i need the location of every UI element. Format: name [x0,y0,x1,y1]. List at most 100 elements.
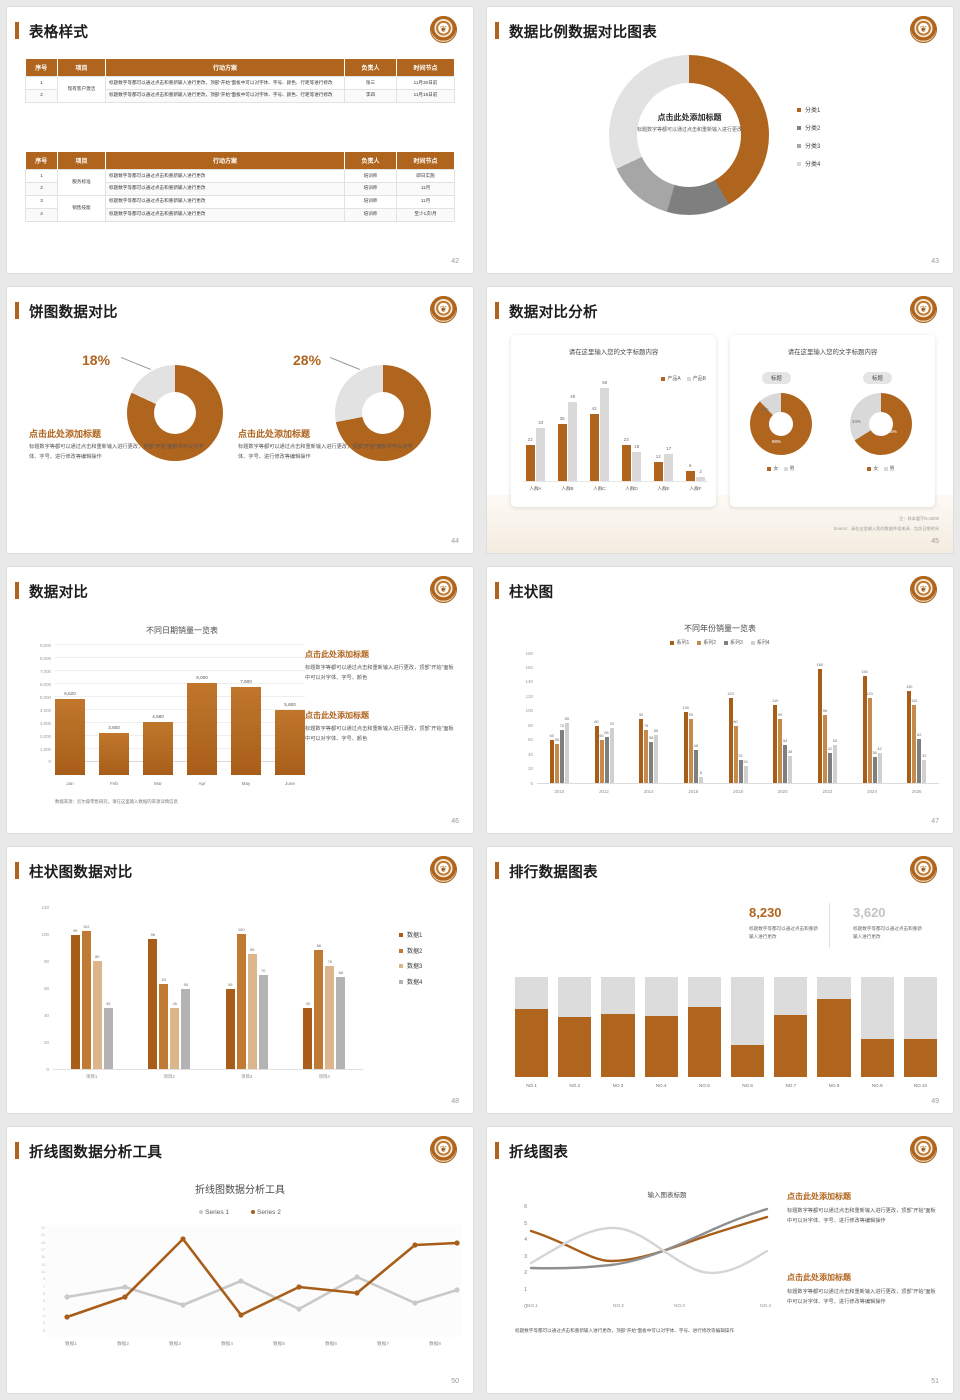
legend-label: 女 [773,466,779,472]
side-body-2: 标题数字等都可以通过点击和重新输入进行更改，顶部“开始”面板中可以对字体、字号、… [787,1289,936,1305]
chart-legend: 系列1 系列2 系列3 系列4 [487,639,953,646]
donut-center-label: 点击此处添加标题 标题数字等都可以通过点击和重新输入进行更改 [637,112,742,134]
page-number: 49 [931,1098,939,1105]
bar-value: 49 [570,394,576,400]
action-table-1[interactable]: 序号 项目 行动方案 负责人 时间节点 1 现有客户激活 标题数字等都可以通过点… [25,59,455,103]
x-tick-label: 人群F [689,486,702,491]
bar-group: 45 88 76 68 项目4 [286,907,364,1079]
donut-left-main-value: 88% [772,439,781,444]
bar-apr: 8,000 Apr [187,675,217,786]
legend-label: 数据3 [407,964,423,971]
table-row[interactable]: 3 销售技能 标题数字等都可以通过点击和重新输入进行更改 培训师 11月 [25,194,455,222]
legend-item: 数据1 [399,929,422,945]
bar-group: 130 110 62 32 2026 [905,683,927,794]
page-number: 50 [451,1378,459,1385]
table-row[interactable]: 1 现有客户激活 标题数字等都可以通过点击和重新输入进行更改，顶部“开始”面板中… [25,76,455,103]
legend-item: 分类2 [797,123,820,132]
line-plot [45,1225,461,1337]
legend-item: 产品B [686,375,706,382]
bar-group: 35 49 人群B [555,385,580,491]
legend-item: 系列4 [750,639,770,646]
col-header-owner: 负责人 [344,59,397,77]
slide-data-compare[interactable]: 数据对比 不同日期销量一览表 0 1,000 2,000 3,000 4,000… [7,567,473,833]
plot-grid [55,644,305,762]
rank-column: NO.4 [644,977,678,1088]
action-table-2[interactable]: 序号 项目 行动方案 负责人 时间节点 1 服务标准 标题数字等都可以通过点击和… [25,152,455,222]
page-number: 46 [451,818,459,825]
slide-ranking-chart[interactable]: 排行数据图表 8,230 标题数字等都可以通过点击和重新输入进行更改 3,620… [487,847,953,1113]
y-axis: 0 1,000 2,000 3,000 4,000 5,000 6,000 7,… [40,643,51,764]
cell-time: 11月 [396,194,455,209]
bar-group: 160 96 42 53 2022 [816,662,838,794]
bar-value: 22 [527,437,533,443]
table-row[interactable]: 2 标题数字等都可以通过点击和重新输入进行更改，顶部“开始”面板中可以对字体、字… [25,88,455,103]
bar-chart-card[interactable]: 请在这里输入您的文字标题内容 产品A 产品B 22 33 人群A 35 49 人… [511,335,716,507]
bar-product-a: 12 [653,454,663,481]
cell-no: 4 [25,207,58,222]
bar-product-a: 42 [589,406,599,481]
legend-item: 女 [867,465,879,472]
bar-value: 12 [655,453,661,459]
cell-action: 标题数字等都可以通过点击和重新输入进行更改 [105,181,345,196]
bar-jan: 6,620 Jan [55,691,85,786]
donut-left [750,393,812,455]
cell-no: 1 [25,76,58,90]
bar-mar: 4,580 Mar [143,714,173,786]
bar-legend: 产品A 产品B [661,375,706,382]
cell-action: 标题数字等都可以通过点击和重新输入进行更改 [105,169,345,183]
slide-data-compare-analysis[interactable]: 数据对比分析 请在这里输入您的文字标题内容 产品A 产品B 22 33 人群A … [487,287,953,553]
chart-legend: Series 1 Series 2 [7,1209,473,1216]
stat-value-1: 8,230 [749,905,782,920]
legend-item: 分类1 [797,105,820,114]
page-title: 数据对比分析 [509,305,598,321]
legend-item: 分类4 [797,159,820,168]
card-title-left: 请在这里输入您的文字标题内容 [568,349,659,356]
slide-ratio-donut[interactable]: 数据比例数据对比图表 点击此处添加标题 标题数字等都可以通过点击和重新输入进行更… [487,7,953,273]
col-header-no: 序号 [25,152,58,170]
page-number: 42 [451,258,459,265]
bar-group: 12 17 人群E [651,385,676,491]
title-accent-bar [495,862,499,879]
slide-line-analysis-tool[interactable]: 折线图数据分析工具 折线图数据分析工具 Series 1 Series 2 23… [7,1127,473,1393]
bar-group: 99 102 80 45 项目1 [53,907,131,1079]
chart-legend: 分类1 分类2 分类3 分类4 [797,105,820,177]
heading-left: 点击此处添加标题 [29,429,102,439]
slide-pie-compare[interactable]: 饼图数据对比 18% 点击此处添加标题 标题数字等都可以通过点击和重新输入进行更… [7,287,473,553]
legend-item: 分类3 [797,141,820,150]
bar-product-b: 18 [632,444,642,481]
slide-table-style[interactable]: 表格样式 序号 项目 行动方案 负责人 时间节点 1 现有客户激活 标题数字等都… [7,7,473,273]
cell-no: 2 [25,181,58,196]
cell-item: 销售技能 [57,194,106,222]
donut-chart-card[interactable]: 请在这里输入您的文字标题内容 标题 标题 12% 88% 34% 66% 女 男… [730,335,935,507]
bar-group: 59 100 85 70 项目3 [208,907,286,1079]
leader-line-right [329,357,361,370]
legend-label: 系列2 [703,640,716,646]
page-number: 47 [931,818,939,825]
bar-group: 22 33 人群A [523,385,548,491]
rank-column: NO.1 [515,977,549,1088]
slide-line-chart[interactable]: 折线图表 输入图表标题 6 5 4 3 2 1 0 NO.1 NO.2 NO.3… [487,1127,953,1393]
cell-time: 11月30日前 [396,76,455,90]
chart-title: 不同年份销量一览表 [684,624,756,633]
legend-item: 男 [783,465,795,472]
bar-group: 80 60 65 78 2012 [594,719,614,794]
logo-badge-icon [910,1136,937,1163]
table-row[interactable]: 1 服务标准 标题数字等都可以通过点击和重新输入进行更改 培训师 即日实施 [25,169,455,196]
bar-value: 33 [538,420,544,426]
cell-owner: 李四 [344,88,397,103]
table-row[interactable]: 2 标题数字等都可以通过点击和重新输入进行更改 培训师 11月 [25,181,455,196]
legend-item: 男 [883,465,895,472]
legend-label: 女 [873,466,879,472]
side-heading-1: 点击此处添加标题 [305,650,369,659]
bar-value: 35 [559,416,565,422]
rank-column: NO.9 [860,977,894,1088]
heading-right: 点击此处添加标题 [238,429,311,439]
col-header-owner: 负责人 [344,152,397,170]
table-row[interactable]: 4 标题数字等都可以通过点击和重新输入进行更改 培训师 至少1次/月 [25,207,455,222]
donut-center-subtitle: 标题数字等都可以通过点击和重新输入进行更改 [637,127,743,133]
legend-label: 产品A [667,376,681,382]
donut-right-main-value: 66% [888,429,897,434]
